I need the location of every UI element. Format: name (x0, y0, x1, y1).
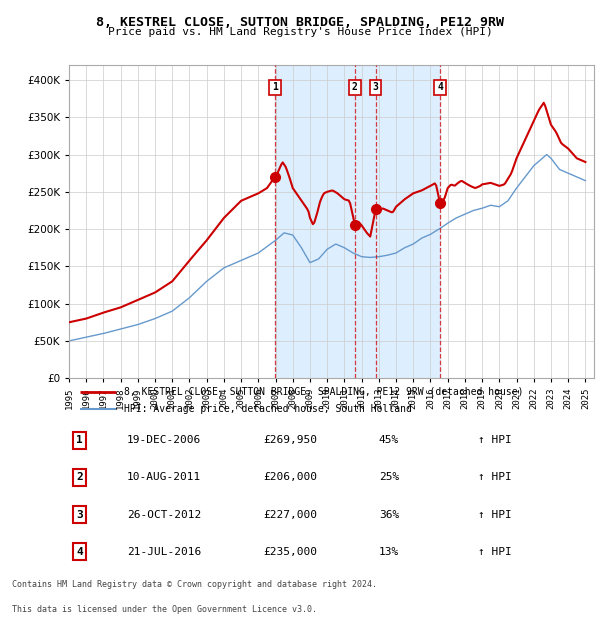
Text: 26-OCT-2012: 26-OCT-2012 (127, 510, 201, 520)
Text: 13%: 13% (379, 547, 399, 557)
Text: 1: 1 (76, 435, 83, 445)
Text: Contains HM Land Registry data © Crown copyright and database right 2024.: Contains HM Land Registry data © Crown c… (12, 580, 377, 590)
Text: £227,000: £227,000 (263, 510, 317, 520)
Text: 8, KESTREL CLOSE, SUTTON BRIDGE, SPALDING, PE12 9RW: 8, KESTREL CLOSE, SUTTON BRIDGE, SPALDIN… (96, 16, 504, 29)
Bar (275, 65, 440, 378)
Text: £206,000: £206,000 (263, 472, 317, 482)
Text: ↑ HPI: ↑ HPI (479, 547, 512, 557)
Text: This data is licensed under the Open Government Licence v3.0.: This data is licensed under the Open Gov… (12, 605, 317, 614)
Text: 3: 3 (373, 82, 379, 92)
Text: £235,000: £235,000 (263, 547, 317, 557)
Text: ↑ HPI: ↑ HPI (479, 435, 512, 445)
Text: 36%: 36% (379, 510, 399, 520)
Text: 2: 2 (76, 472, 83, 482)
Text: 8, KESTREL CLOSE, SUTTON BRIDGE, SPALDING, PE12 9RW (detached house): 8, KESTREL CLOSE, SUTTON BRIDGE, SPALDIN… (124, 387, 524, 397)
Text: ↑ HPI: ↑ HPI (479, 510, 512, 520)
Text: 19-DEC-2006: 19-DEC-2006 (127, 435, 201, 445)
Text: 21-JUL-2016: 21-JUL-2016 (127, 547, 201, 557)
Text: £269,950: £269,950 (263, 435, 317, 445)
Text: 3: 3 (76, 510, 83, 520)
Text: HPI: Average price, detached house, South Holland: HPI: Average price, detached house, Sout… (124, 404, 412, 414)
Text: 4: 4 (76, 547, 83, 557)
Text: 10-AUG-2011: 10-AUG-2011 (127, 472, 201, 482)
Text: 2: 2 (352, 82, 358, 92)
Text: ↑ HPI: ↑ HPI (479, 472, 512, 482)
Text: 1: 1 (272, 82, 278, 92)
Text: 25%: 25% (379, 472, 399, 482)
Text: 45%: 45% (379, 435, 399, 445)
Text: 4: 4 (437, 82, 443, 92)
Text: Price paid vs. HM Land Registry's House Price Index (HPI): Price paid vs. HM Land Registry's House … (107, 27, 493, 37)
